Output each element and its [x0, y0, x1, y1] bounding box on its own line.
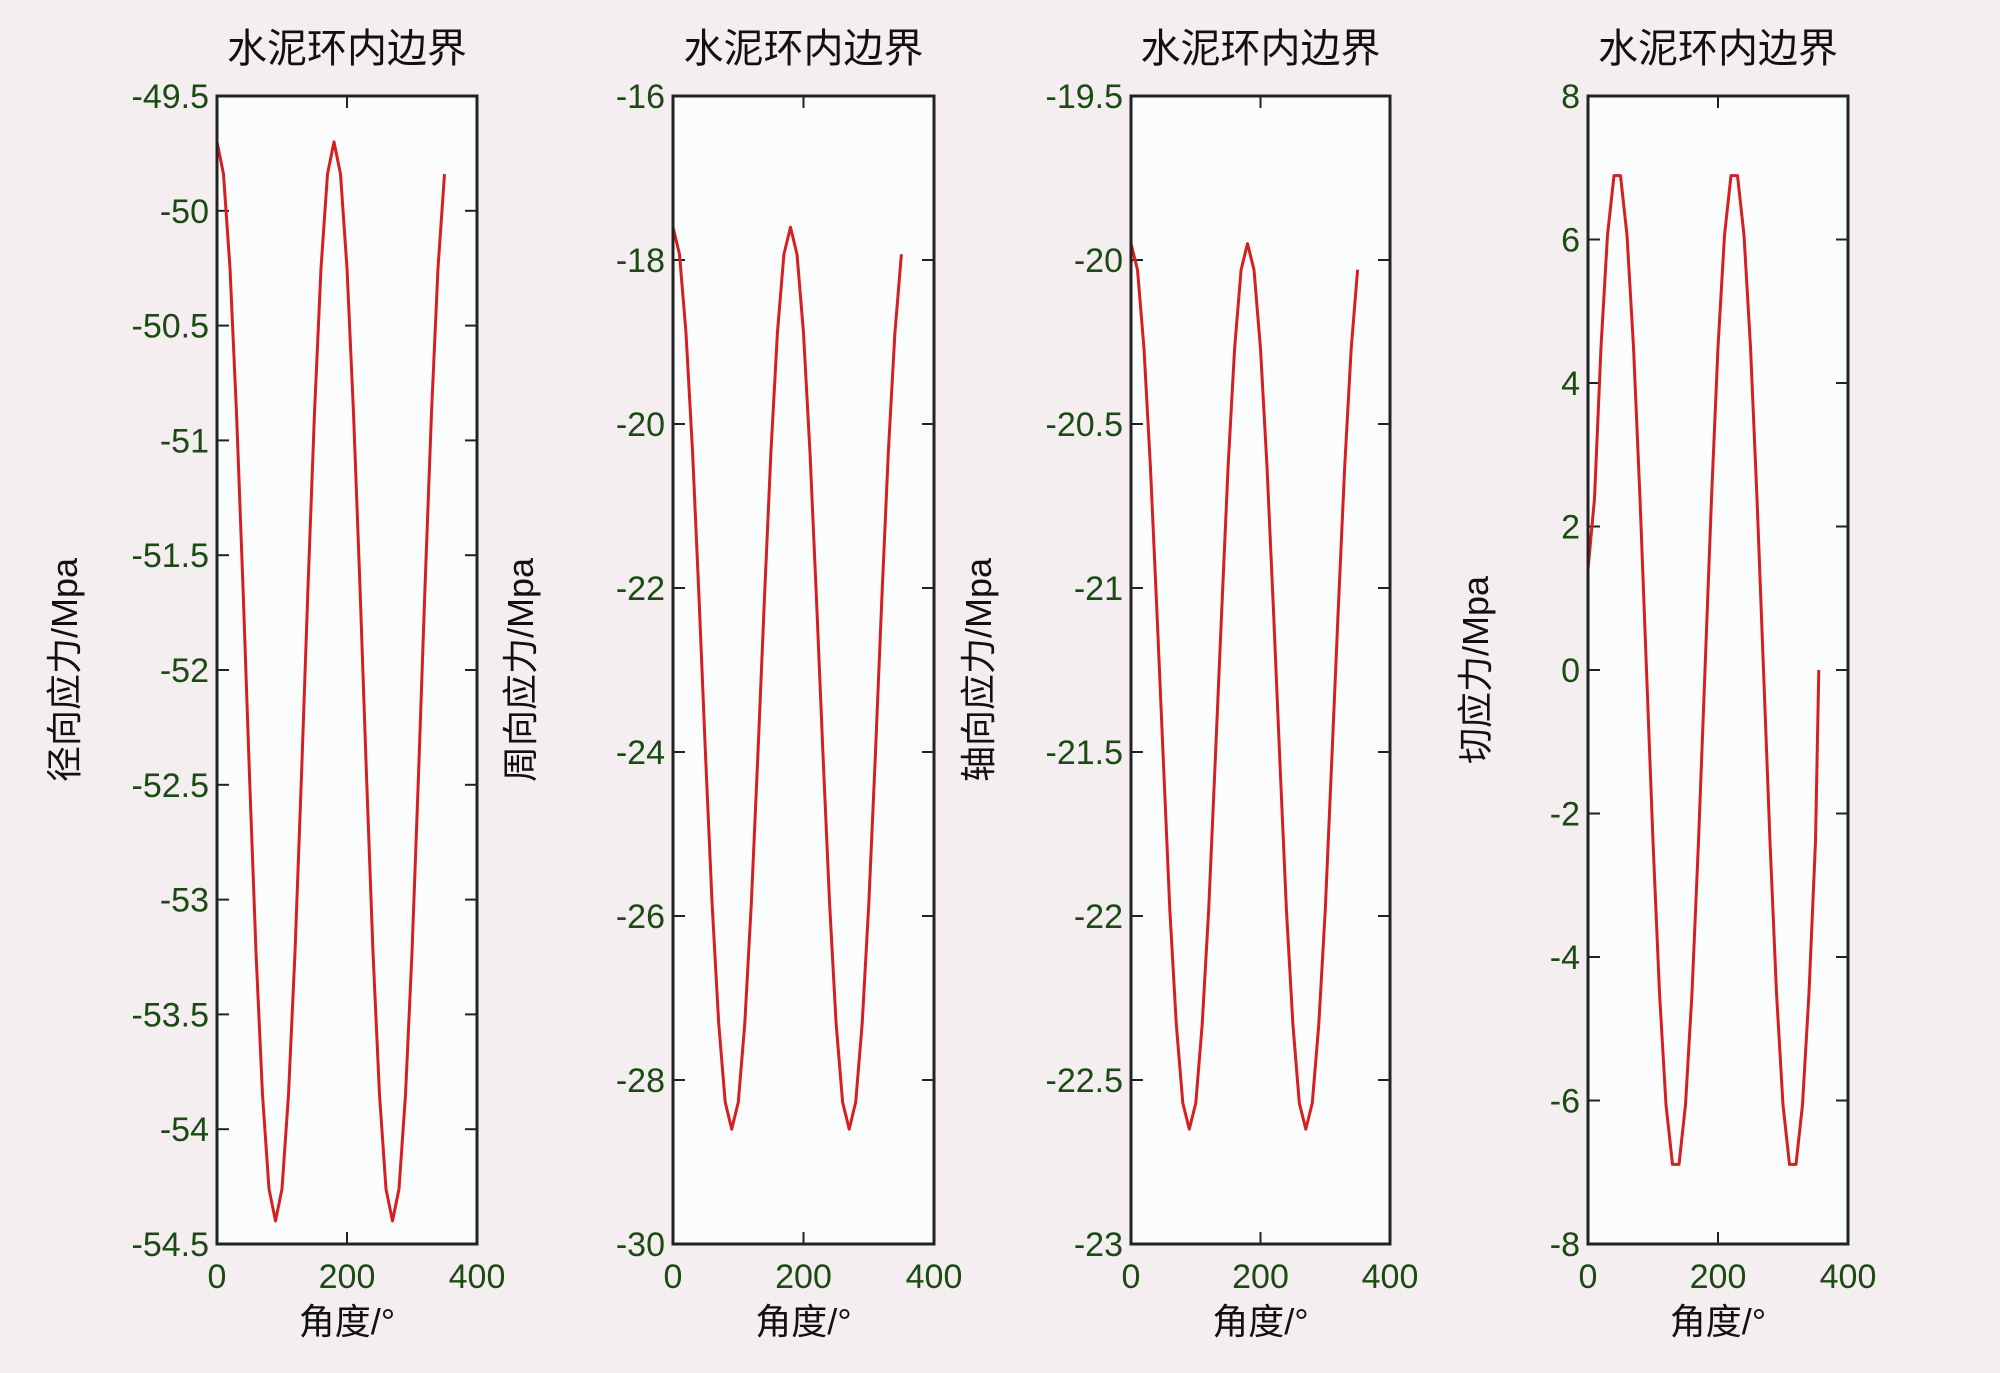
- x-tick-label: 0: [664, 1258, 683, 1296]
- x-tick-label: 400: [1362, 1258, 1419, 1296]
- x-tick-label: 400: [906, 1258, 963, 1296]
- x-tick-label: 200: [319, 1258, 376, 1296]
- chart-title: 水泥环内边界: [1141, 27, 1381, 71]
- y-tick-label: -6: [1550, 1083, 1580, 1121]
- x-axis-label: 角度/°: [755, 1301, 851, 1342]
- y-tick-label: -19.5: [1046, 78, 1124, 116]
- x-tick-label: 400: [1820, 1258, 1877, 1296]
- y-axis-label: 轴向应力/Mpa: [958, 557, 999, 782]
- axes-frame: [1586, 94, 1850, 1246]
- y-tick-label: -4: [1550, 939, 1580, 977]
- x-tick-label: 200: [775, 1258, 832, 1296]
- x-tick-label: 0: [208, 1258, 227, 1296]
- y-tick-label: -24: [616, 734, 665, 772]
- y-tick-label: -20: [616, 406, 665, 444]
- series-line: [671, 225, 903, 1131]
- axes-frame: [671, 94, 936, 1246]
- axes-frame: [215, 94, 479, 1246]
- y-tick-label: -28: [616, 1062, 665, 1100]
- x-axis-label: 角度/°: [299, 1301, 395, 1342]
- y-tick-label: -53.5: [132, 996, 210, 1034]
- y-tick-label: -50: [160, 193, 209, 231]
- y-tick-label: 6: [1561, 222, 1580, 260]
- y-axis-label: 切应力/Mpa: [1455, 575, 1496, 764]
- y-tick-label: -53: [160, 882, 209, 920]
- y-tick-label: -51.5: [132, 537, 210, 575]
- plot-area: [673, 96, 934, 1244]
- x-tick-label: 200: [1232, 1258, 1289, 1296]
- y-tick-label: -23: [1074, 1226, 1123, 1264]
- x-tick-label: 0: [1579, 1258, 1598, 1296]
- y-tick-label: -20.5: [1046, 406, 1124, 444]
- y-tick-label: -49.5: [132, 78, 210, 116]
- x-tick-label: 200: [1690, 1258, 1747, 1296]
- y-tick-label: -8: [1550, 1226, 1580, 1264]
- x-tick-label: 0: [1122, 1258, 1141, 1296]
- y-tick-label: -26: [616, 898, 665, 936]
- chart-title: 水泥环内边界: [684, 27, 924, 71]
- y-tick-label: 4: [1561, 365, 1580, 403]
- y-tick-label: -50.5: [132, 308, 210, 346]
- y-tick-label: -22: [1074, 898, 1123, 936]
- y-tick-label: -22.5: [1046, 1062, 1124, 1100]
- series-line: [215, 140, 446, 1223]
- y-tick-label: -21: [1074, 570, 1123, 608]
- y-tick-label: -20: [1074, 242, 1123, 280]
- chart-title: 水泥环内边界: [1598, 27, 1838, 71]
- plot-area: [1588, 96, 1848, 1244]
- series-line: [1129, 242, 1360, 1131]
- y-tick-label: 2: [1561, 509, 1580, 547]
- x-axis-label: 角度/°: [1212, 1301, 1308, 1342]
- y-axis-label: 径向应力/Mpa: [44, 557, 85, 782]
- y-tick-label: -30: [616, 1226, 665, 1264]
- plot-area: [1131, 96, 1390, 1244]
- y-tick-label: -16: [616, 78, 665, 116]
- y-tick-label: -54.5: [132, 1226, 210, 1264]
- x-axis-label: 角度/°: [1670, 1301, 1766, 1342]
- y-tick-label: -51: [160, 422, 209, 460]
- y-tick-label: -21.5: [1046, 734, 1124, 772]
- x-tick-label: 400: [449, 1258, 506, 1296]
- y-tick-label: 0: [1561, 652, 1580, 690]
- y-tick-label: -52.5: [132, 767, 210, 805]
- y-tick-label: -52: [160, 652, 209, 690]
- y-tick-label: -54: [160, 1111, 209, 1149]
- y-axis-label: 周向应力/Mpa: [500, 557, 541, 782]
- y-tick-label: -2: [1550, 796, 1580, 834]
- y-tick-label: -22: [616, 570, 665, 608]
- y-tick-label: 8: [1561, 78, 1580, 116]
- y-tick-label: -18: [616, 242, 665, 280]
- chart-title: 水泥环内边界: [227, 27, 467, 71]
- axes-frame: [1129, 94, 1392, 1246]
